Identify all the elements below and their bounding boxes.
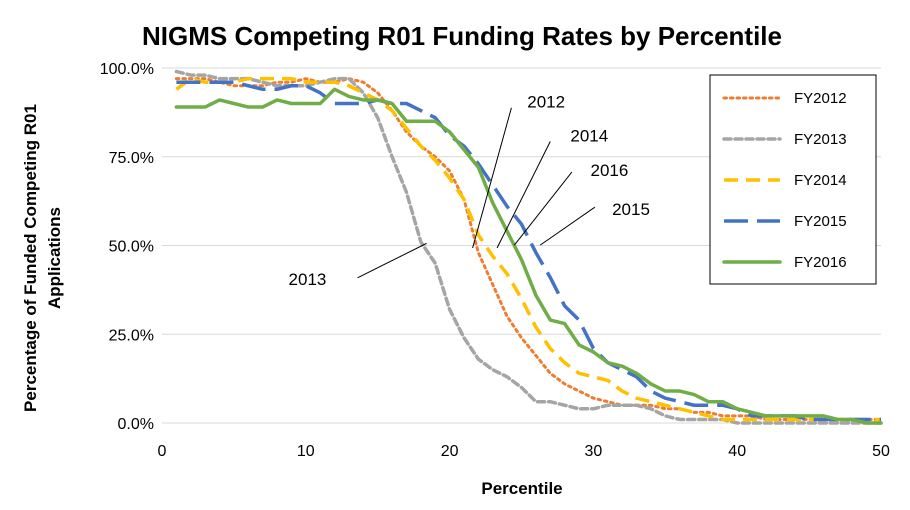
y-axis-label-line1: Percentage of Funded Competing R01 [21,104,40,412]
y-axis-label-line2: Applications [45,207,64,309]
annotation-leader-line [496,141,551,249]
legend-label: FY2013 [794,131,847,148]
x-tick-label: 20 [441,443,459,460]
x-tick-label: 10 [297,443,315,460]
annotation-leader-line [472,107,512,249]
series-lines [174,69,883,425]
legend: FY2012 FY2013 FY2014 FY2015 FY2016 [709,74,877,285]
annotation-leader-line [357,242,427,279]
legend-label: FY2014 [794,172,847,189]
y-axis-label: Percentage of Funded Competing R01 Appli… [21,104,64,412]
x-tick-label: 40 [728,443,746,460]
annotation-leader-line [513,171,573,246]
y-tick-label: 50.0% [109,239,154,256]
chart-title: NIGMS Competing R01 Funding Rates by Per… [142,21,782,51]
annotation-label: 2014 [570,126,608,145]
y-tick-label: 25.0% [109,327,154,344]
annotations: 2012 2014 2016 2015 2013 [289,93,650,290]
annotation-label: 2013 [289,270,327,289]
annotation-label: 2012 [527,93,565,112]
legend-label: FY2015 [794,213,847,230]
series-line-fy2012 [174,77,883,421]
y-tick-label: 100.0% [100,61,154,78]
x-tick-label: 30 [585,443,603,460]
x-axis-label: Percentile [481,479,562,498]
x-tick-label: 0 [158,443,167,460]
y-tick-labels: 0.0% 25.0% 50.0% 75.0% 100.0% [100,61,154,433]
y-tick-label: 0.0% [118,416,154,433]
legend-label: FY2016 [794,254,847,271]
x-tick-label: 50 [872,443,890,460]
annotation-label: 2015 [612,200,650,219]
annotation-leader-line [539,206,596,246]
series-line-fy2013 [174,69,883,425]
y-tick-label: 75.0% [109,150,154,167]
x-tick-labels: 0 10 20 30 40 50 [158,443,890,460]
series-line-fy2016 [174,87,883,425]
legend-label: FY2012 [794,90,847,107]
annotation-label: 2016 [591,161,629,180]
series-line-fy2014 [175,76,881,422]
